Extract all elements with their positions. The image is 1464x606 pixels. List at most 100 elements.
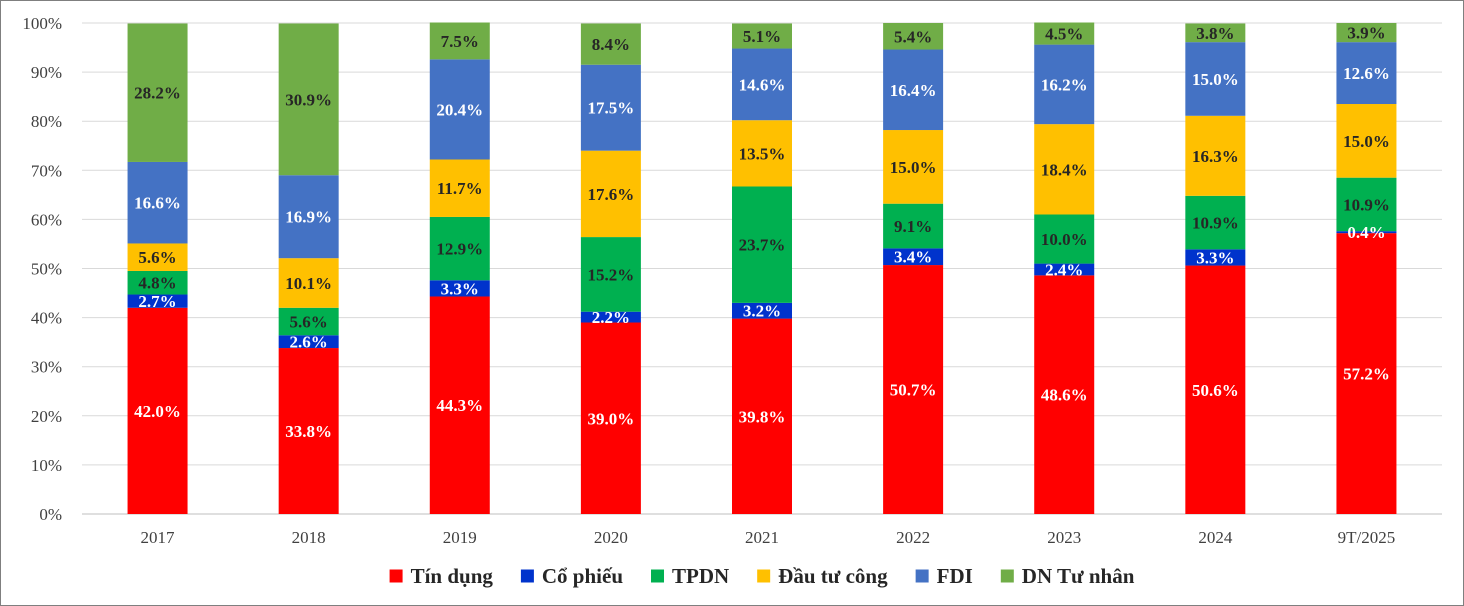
- bar-fdi-2018: [278, 175, 339, 259]
- bar-dau-tu-cong-2018: [278, 258, 339, 308]
- bars: [127, 22, 1397, 514]
- data-label: 10.0%: [1041, 230, 1088, 249]
- bar-dau-tu-cong-2021: [732, 120, 792, 187]
- data-label: 39.0%: [588, 409, 635, 428]
- legend-swatch-dn-tu-nhan: [1000, 569, 1014, 583]
- y-tick-label: 60%: [31, 210, 62, 229]
- data-label: 7.5%: [441, 32, 479, 51]
- legend-label-fdi: FDI: [937, 564, 973, 588]
- data-label: 5.1%: [743, 27, 781, 46]
- data-label: 17.5%: [588, 99, 635, 118]
- bar-fdi-2020: [580, 64, 641, 151]
- data-label: 42.0%: [134, 402, 181, 421]
- data-label: 15.0%: [890, 158, 937, 177]
- data-label: 16.4%: [890, 81, 937, 100]
- data-label: 14.6%: [739, 75, 786, 94]
- data-label: 3.8%: [1196, 24, 1234, 43]
- data-label: 9.1%: [894, 217, 932, 236]
- legend-swatch-tin-dung: [389, 569, 403, 583]
- y-tick-label: 70%: [31, 161, 62, 180]
- y-tick-label: 90%: [31, 63, 62, 82]
- x-tick-label: 2018: [292, 528, 326, 547]
- x-tick-label: 2023: [1047, 528, 1081, 547]
- y-tick-label: 0%: [39, 505, 62, 524]
- data-label: 30.9%: [285, 90, 332, 109]
- bar-co-phieu-2022: [883, 248, 944, 266]
- data-label: 3.4%: [894, 248, 932, 267]
- bar-dau-tu-cong-2023: [1034, 124, 1095, 215]
- bar-dn-tu-nhan-2023: [1034, 22, 1095, 45]
- bar-fdi-2024: [1185, 42, 1246, 116]
- bar-dn-tu-nhan-2019: [429, 22, 490, 60]
- bar-tin-dung-2021: [732, 318, 792, 514]
- bar-co-phieu-2023: [1034, 263, 1095, 276]
- y-tick-label: 50%: [31, 260, 62, 279]
- y-tick-label: 20%: [31, 407, 62, 426]
- y-axis: 0% 10% 20% 30% 40% 50% 60% 70% 80% 90% 100%: [22, 14, 62, 524]
- data-label: 11.7%: [437, 179, 483, 198]
- bar-tpdn-2024: [1185, 195, 1246, 250]
- data-label: 10.9%: [1192, 214, 1239, 233]
- bar-tpdn-9t-2025: [1336, 177, 1397, 232]
- x-axis: 2017 2018 2019 2020 2021 2022 2023 2024 9T/2025: [141, 528, 1396, 547]
- data-label: 5.4%: [894, 27, 932, 46]
- bar-dau-tu-cong-9t-2025: [1336, 104, 1397, 178]
- bar-tin-dung-2018: [278, 348, 339, 514]
- data-label: 12.6%: [1343, 64, 1390, 83]
- data-label: 15.0%: [1192, 70, 1239, 89]
- bar-co-phieu-2017: [127, 294, 188, 308]
- data-label: 2.2%: [592, 308, 630, 327]
- data-label: 3.3%: [441, 279, 479, 298]
- bar-fdi-2017: [127, 161, 188, 244]
- bar-tin-dung-2022: [883, 265, 944, 514]
- bar-co-phieu-2018: [278, 335, 339, 349]
- data-label: 16.3%: [1192, 147, 1239, 166]
- legend-label-co-phieu: Cổ phiếu: [542, 564, 623, 588]
- data-label: 3.2%: [743, 302, 781, 321]
- bar-tin-dung-2017: [127, 307, 188, 514]
- data-label: 39.8%: [739, 407, 786, 426]
- bar-dn-tu-nhan-2024: [1185, 23, 1246, 43]
- data-label: 5.6%: [138, 248, 176, 267]
- data-label: 44.3%: [436, 396, 483, 415]
- data-label: 10.1%: [285, 274, 332, 293]
- bar-dau-tu-cong-2017: [127, 243, 188, 271]
- data-label: 48.6%: [1041, 386, 1088, 405]
- data-label: 15.2%: [588, 265, 635, 284]
- bar-dau-tu-cong-2020: [580, 150, 641, 238]
- data-label: 0.4%: [1347, 223, 1385, 242]
- legend-label-tpdn: TPDN: [672, 564, 729, 588]
- bar-tpdn-2019: [429, 216, 490, 281]
- bar-tin-dung-2020: [580, 322, 641, 514]
- data-label: 33.8%: [285, 422, 332, 441]
- bar-tpdn-2020: [580, 237, 641, 312]
- legend-label-tin-dung: Tín dụng: [411, 564, 494, 588]
- data-label: 18.4%: [1041, 160, 1088, 179]
- bar-dau-tu-cong-2022: [883, 130, 944, 204]
- bar-fdi-2021: [732, 48, 792, 121]
- bar-tin-dung-2023: [1034, 275, 1095, 514]
- bar-co-phieu-9t-2025: [1336, 231, 1397, 234]
- legend-swatch-tpdn: [651, 569, 665, 583]
- x-tick-label: 2024: [1198, 528, 1233, 547]
- bar-tpdn-2022: [883, 203, 944, 249]
- legend-swatch-fdi: [915, 569, 929, 583]
- bar-tin-dung-9t-2025: [1336, 233, 1397, 514]
- bar-co-phieu-2021: [732, 302, 792, 319]
- x-tick-label: 2020: [594, 528, 628, 547]
- bar-fdi-9t-2025: [1336, 42, 1397, 105]
- data-label: 3.9%: [1347, 24, 1385, 43]
- bar-dn-tu-nhan-2022: [883, 23, 944, 50]
- data-label: 50.7%: [890, 381, 937, 400]
- data-label: 15.0%: [1343, 132, 1390, 151]
- legend: Tín dụng Cổ phiếu TPDN Đầu tư công FDI DN Tư …: [389, 564, 1135, 588]
- data-label: 2.7%: [138, 292, 176, 311]
- y-tick-label: 100%: [22, 14, 62, 33]
- legend-label-dau-tu-cong: Đầu tư công: [778, 564, 888, 588]
- data-label: 4.8%: [138, 274, 176, 293]
- y-tick-label: 30%: [31, 358, 62, 377]
- data-label: 50.6%: [1192, 381, 1239, 400]
- bar-fdi-2022: [883, 49, 944, 131]
- data-label: 16.9%: [285, 208, 332, 227]
